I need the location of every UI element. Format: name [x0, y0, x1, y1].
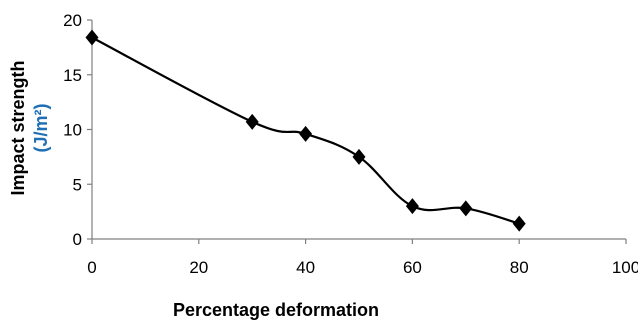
y-tick-label: 5	[73, 175, 82, 194]
data-point-diamond	[405, 198, 419, 215]
data-point-diamond	[299, 125, 313, 142]
data-point-diamond	[459, 200, 473, 217]
y-axis-unit: (J/m²)	[31, 103, 51, 152]
y-tick-label: 15	[63, 66, 82, 85]
axes	[87, 19, 627, 244]
x-tick-label: 60	[403, 258, 422, 277]
data-point-diamond	[85, 29, 99, 46]
y-axis-title: Impact strength	[8, 60, 28, 195]
x-axis-title: Percentage deformation	[173, 300, 379, 320]
y-tick-label: 10	[63, 121, 82, 140]
x-tick-label: 0	[87, 258, 96, 277]
x-tick-label: 100	[612, 258, 638, 277]
y-tick-label: 0	[73, 230, 82, 249]
data-point-diamond	[245, 113, 259, 130]
y-tick-label: 20	[63, 11, 82, 30]
series-markers	[85, 29, 526, 232]
data-point-diamond	[352, 148, 366, 165]
data-point-diamond	[512, 215, 526, 232]
x-tick-label: 80	[510, 258, 529, 277]
x-tick-label: 40	[296, 258, 315, 277]
x-tick-label: 20	[189, 258, 208, 277]
tick-labels: 0 5 10 15 20 0 20 40 60 80 100	[63, 11, 638, 277]
